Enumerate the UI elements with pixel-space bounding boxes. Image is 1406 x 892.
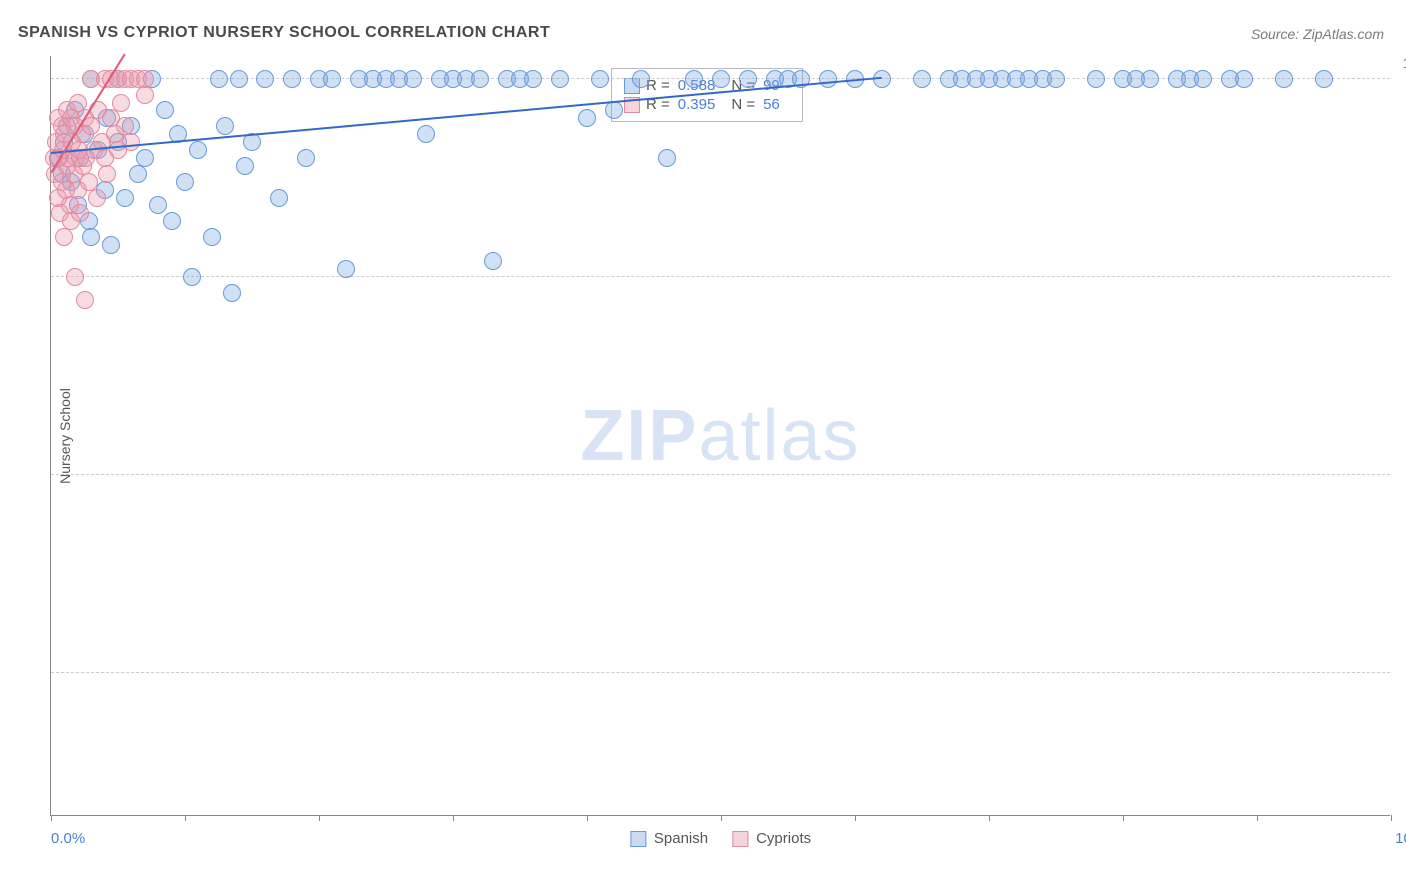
y-axis-title: Nursery School [57, 388, 73, 484]
data-point [66, 268, 84, 286]
x-tick [1391, 815, 1392, 821]
x-tick [1123, 815, 1124, 821]
data-point [1315, 70, 1333, 88]
x-tick [319, 815, 320, 821]
source-attribution: Source: ZipAtlas.com [1251, 26, 1384, 42]
x-tick [587, 815, 588, 821]
data-point [551, 70, 569, 88]
data-point [189, 141, 207, 159]
data-point [256, 70, 274, 88]
data-point [632, 70, 650, 88]
data-point [71, 204, 89, 222]
data-point [136, 86, 154, 104]
data-point [658, 149, 676, 167]
data-point [236, 157, 254, 175]
data-point [129, 165, 147, 183]
stat-label: R = [646, 77, 670, 94]
data-point [216, 117, 234, 135]
legend-item: Cypriots [732, 830, 811, 847]
chart-container: SPANISH VS CYPRIOT NURSERY SCHOOL CORREL… [0, 0, 1406, 892]
data-point [297, 149, 315, 167]
x-tick [453, 815, 454, 821]
data-point [484, 252, 502, 270]
legend-swatch [630, 831, 646, 847]
x-axis-min-label: 0.0% [51, 830, 85, 847]
data-point [122, 133, 140, 151]
x-tick [989, 815, 990, 821]
data-point [98, 165, 116, 183]
data-point [1194, 70, 1212, 88]
data-point [76, 291, 94, 309]
data-point [203, 228, 221, 246]
legend-label: Cypriots [756, 830, 811, 847]
y-tick-label: 100.0% [1403, 55, 1406, 71]
data-point [337, 260, 355, 278]
data-point [685, 70, 703, 88]
data-point [417, 125, 435, 143]
legend-item: Spanish [630, 830, 708, 847]
data-point [323, 70, 341, 88]
data-point [55, 228, 73, 246]
legend-label: Spanish [654, 830, 708, 847]
data-point [163, 212, 181, 230]
data-point [1141, 70, 1159, 88]
data-point [112, 94, 130, 112]
data-point [183, 268, 201, 286]
data-point [1275, 70, 1293, 88]
data-point [591, 70, 609, 88]
data-point [605, 101, 623, 119]
data-point [116, 189, 134, 207]
x-axis-max-label: 100.0% [1395, 830, 1406, 847]
data-point [819, 70, 837, 88]
x-tick [51, 815, 52, 821]
data-point [149, 196, 167, 214]
data-point [102, 236, 120, 254]
data-point [176, 173, 194, 191]
data-point [230, 70, 248, 88]
data-point [88, 189, 106, 207]
data-point [712, 70, 730, 88]
chart-title: SPANISH VS CYPRIOT NURSERY SCHOOL CORREL… [18, 24, 550, 42]
data-point [1235, 70, 1253, 88]
x-tick [855, 815, 856, 821]
data-point [913, 70, 931, 88]
data-point [524, 70, 542, 88]
stat-r-value: 0.395 [678, 96, 716, 113]
grid-line [51, 276, 1390, 277]
data-point [156, 101, 174, 119]
grid-line [51, 672, 1390, 673]
data-point [1047, 70, 1065, 88]
grid-line [51, 474, 1390, 475]
plot-area: ZIPatlas Nursery School 0.0% 100.0% R =0… [50, 56, 1390, 816]
data-point [136, 149, 154, 167]
data-point [136, 70, 154, 88]
watermark: ZIPatlas [580, 395, 860, 477]
data-point [210, 70, 228, 88]
stat-label: N = [731, 96, 755, 113]
series-legend: Spanish Cypriots [630, 830, 811, 847]
legend-swatch [732, 831, 748, 847]
data-point [1087, 70, 1105, 88]
x-tick [185, 815, 186, 821]
x-tick [1257, 815, 1258, 821]
stat-n-value: 56 [763, 96, 780, 113]
x-tick [721, 815, 722, 821]
data-point [578, 109, 596, 127]
data-point [471, 70, 489, 88]
data-point [223, 284, 241, 302]
data-point [283, 70, 301, 88]
data-point [82, 228, 100, 246]
data-point [270, 189, 288, 207]
data-point [739, 70, 757, 88]
data-point [404, 70, 422, 88]
